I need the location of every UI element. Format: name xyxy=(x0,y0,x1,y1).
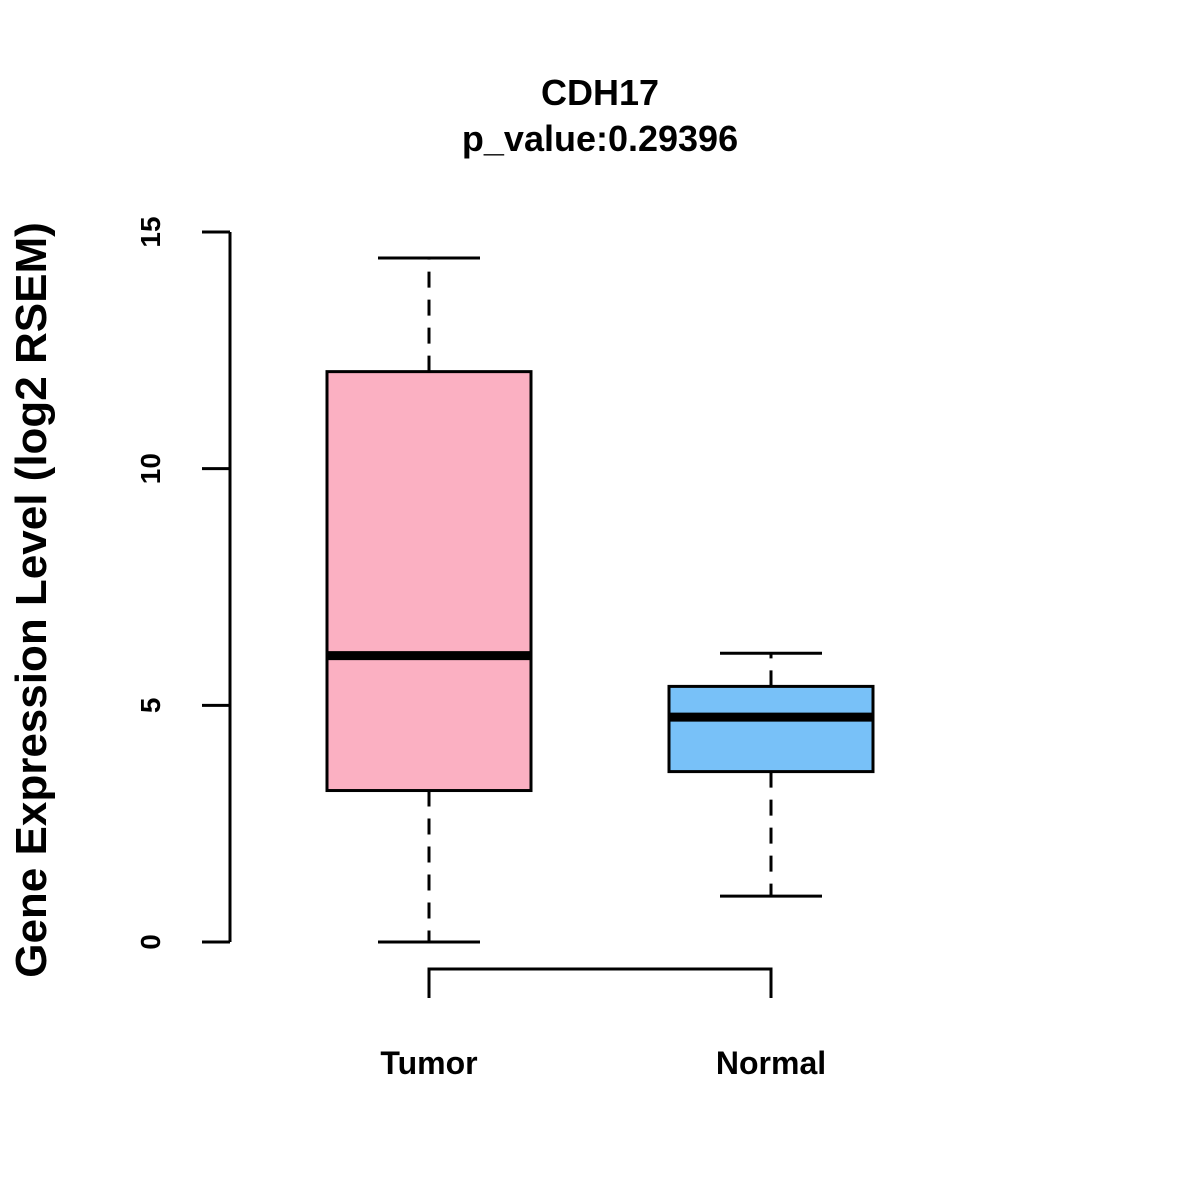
x-label-normal: Normal xyxy=(716,1045,826,1081)
x-label-tumor: Tumor xyxy=(380,1045,477,1081)
y-tick-label-5: 5 xyxy=(135,698,166,714)
y-tick-label-0: 0 xyxy=(135,934,166,950)
box-normal xyxy=(667,651,875,898)
chart-subtitle: p_value:0.29396 xyxy=(462,118,738,159)
boxes-group xyxy=(325,256,875,944)
box-tumor xyxy=(325,256,533,944)
comparison-bracket xyxy=(427,967,773,998)
chart-title: CDH17 xyxy=(541,72,659,113)
y-tick-label-10: 10 xyxy=(135,453,166,484)
bracket-line xyxy=(427,967,773,998)
x-axis-labels: Tumor Normal xyxy=(380,1045,826,1081)
y-tick-label-15: 15 xyxy=(135,216,166,247)
iqr-box-normal xyxy=(667,684,875,774)
iqr-box-tumor xyxy=(325,370,533,793)
y-axis-label: Gene Expression Level (log2 RSEM) xyxy=(7,222,56,978)
y-axis: 0 5 10 15 xyxy=(135,216,232,950)
